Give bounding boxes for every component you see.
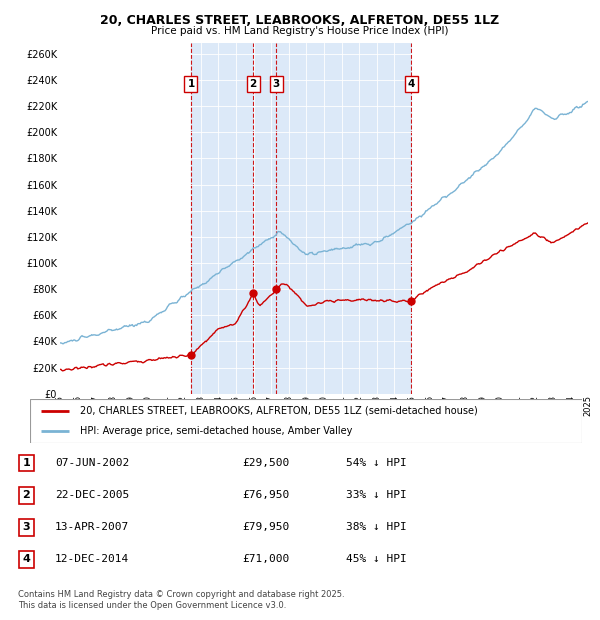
Text: Contains HM Land Registry data © Crown copyright and database right 2025.: Contains HM Land Registry data © Crown c… bbox=[18, 590, 344, 600]
Text: 3: 3 bbox=[272, 79, 280, 89]
Text: This data is licensed under the Open Government Licence v3.0.: This data is licensed under the Open Gov… bbox=[18, 601, 286, 611]
Text: 2: 2 bbox=[23, 490, 30, 500]
Text: 1: 1 bbox=[23, 458, 30, 468]
Text: HPI: Average price, semi-detached house, Amber Valley: HPI: Average price, semi-detached house,… bbox=[80, 426, 352, 436]
Text: 20, CHARLES STREET, LEABROOKS, ALFRETON, DE55 1LZ: 20, CHARLES STREET, LEABROOKS, ALFRETON,… bbox=[100, 14, 500, 27]
Bar bbox=[191, 43, 411, 394]
Text: 12-DEC-2014: 12-DEC-2014 bbox=[55, 554, 130, 564]
Text: 38% ↓ HPI: 38% ↓ HPI bbox=[346, 522, 407, 533]
Text: 45% ↓ HPI: 45% ↓ HPI bbox=[346, 554, 407, 564]
Text: 20, CHARLES STREET, LEABROOKS, ALFRETON, DE55 1LZ (semi-detached house): 20, CHARLES STREET, LEABROOKS, ALFRETON,… bbox=[80, 405, 478, 416]
FancyBboxPatch shape bbox=[30, 399, 582, 443]
Text: 33% ↓ HPI: 33% ↓ HPI bbox=[346, 490, 407, 500]
Text: £79,950: £79,950 bbox=[242, 522, 290, 533]
Text: 3: 3 bbox=[23, 522, 30, 533]
Text: £29,500: £29,500 bbox=[242, 458, 290, 468]
Text: £71,000: £71,000 bbox=[242, 554, 290, 564]
Text: Price paid vs. HM Land Registry's House Price Index (HPI): Price paid vs. HM Land Registry's House … bbox=[151, 26, 449, 36]
Text: 13-APR-2007: 13-APR-2007 bbox=[55, 522, 130, 533]
Text: 1: 1 bbox=[187, 79, 194, 89]
Text: 22-DEC-2005: 22-DEC-2005 bbox=[55, 490, 130, 500]
Text: 4: 4 bbox=[407, 79, 415, 89]
Text: 4: 4 bbox=[22, 554, 31, 564]
Text: £76,950: £76,950 bbox=[242, 490, 290, 500]
Text: 07-JUN-2002: 07-JUN-2002 bbox=[55, 458, 130, 468]
Text: 2: 2 bbox=[250, 79, 257, 89]
Text: 54% ↓ HPI: 54% ↓ HPI bbox=[346, 458, 407, 468]
